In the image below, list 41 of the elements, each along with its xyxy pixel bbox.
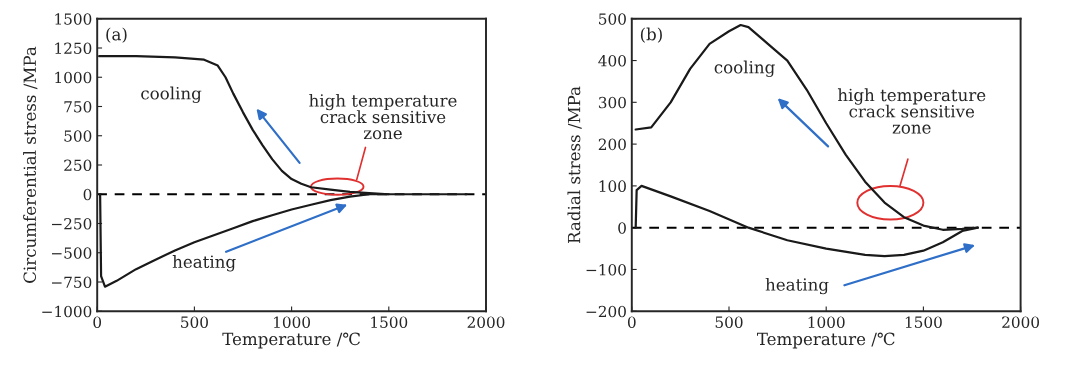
y-tick-label: −100 bbox=[586, 263, 626, 276]
y-tick-label: −200 bbox=[586, 305, 626, 318]
y-tick-label: 500 bbox=[64, 130, 92, 142]
x-tick-label: 0 bbox=[627, 316, 636, 328]
annotation: (a) bbox=[106, 27, 127, 43]
annotation: cooling bbox=[714, 60, 775, 77]
y-tick-label: 750 bbox=[64, 100, 92, 113]
y-tick-label: 0 bbox=[618, 222, 626, 234]
y-axis-title: Circumferential stress /MPa bbox=[23, 46, 38, 283]
x-tick-label: 2000 bbox=[1002, 316, 1040, 328]
annotation: cooling bbox=[141, 86, 202, 103]
x-tick-label: 1000 bbox=[274, 316, 311, 328]
y-tick-label: 250 bbox=[64, 159, 92, 172]
y-tick-label: 300 bbox=[598, 96, 626, 109]
y-tick-label: −500 bbox=[51, 247, 92, 259]
x-axis-title: Temperature /℃ bbox=[756, 332, 895, 349]
y-tick-label: −250 bbox=[51, 217, 92, 230]
y-tick-label: 400 bbox=[598, 55, 626, 67]
annotation: high temperature crack sensitive zone bbox=[309, 93, 457, 140]
y-tick-label: 100 bbox=[599, 180, 626, 192]
x-tick-label: 1000 bbox=[808, 316, 845, 328]
annotation: heating bbox=[172, 255, 236, 272]
x-tick-label: 0 bbox=[93, 316, 102, 328]
y-tick-label: 500 bbox=[599, 13, 626, 25]
y-tick-label: 1000 bbox=[55, 71, 92, 84]
annotation: high temperature crack sensitive zone bbox=[837, 88, 986, 134]
x-axis-title: Temperature /℃ bbox=[222, 332, 360, 349]
x-tick-label: 500 bbox=[715, 316, 743, 328]
annotation: (b) bbox=[640, 27, 662, 43]
y-tick-label: 1500 bbox=[55, 13, 92, 25]
y-tick-label: −750 bbox=[51, 276, 92, 289]
x-tick-label: 500 bbox=[181, 316, 208, 328]
y-axis-title: Radial stress /MPa bbox=[567, 86, 582, 244]
x-tick-label: 1500 bbox=[905, 316, 942, 328]
x-tick-label: 1500 bbox=[371, 316, 408, 328]
x-tick-label: 2000 bbox=[467, 316, 505, 328]
y-tick-label: −1000 bbox=[42, 305, 92, 318]
y-tick-label: 200 bbox=[598, 138, 626, 151]
annotation: heating bbox=[765, 277, 829, 295]
y-tick-label: 1250 bbox=[55, 42, 92, 55]
y-tick-label: 0 bbox=[83, 188, 92, 201]
